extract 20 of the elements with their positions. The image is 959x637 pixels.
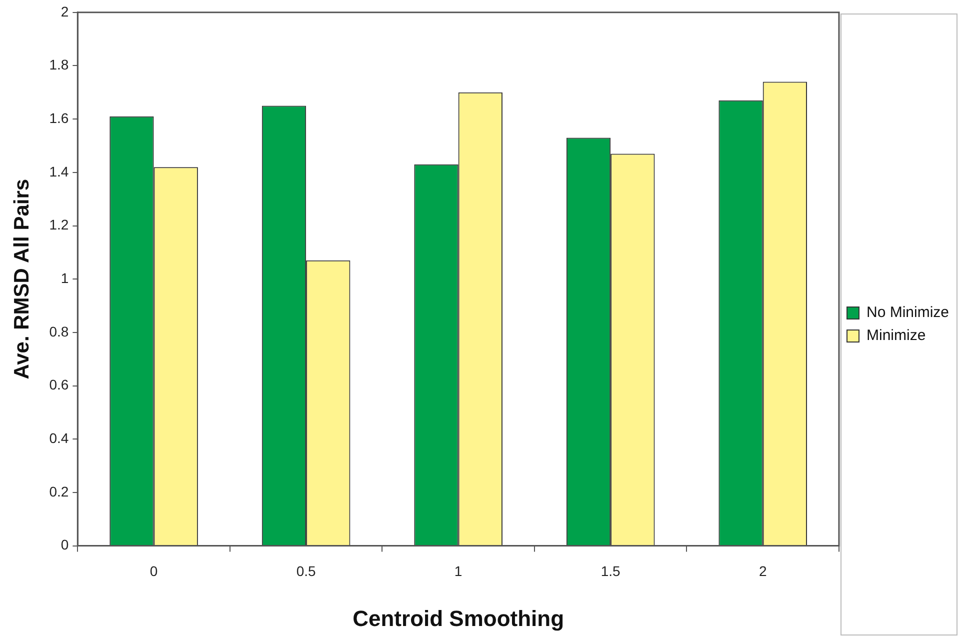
x-tick-label: 1: [454, 563, 462, 580]
y-tick-label: 0.6: [49, 376, 69, 393]
y-tick-label: 1.2: [49, 216, 69, 233]
legend-label: No Minimize: [866, 304, 949, 322]
y-tick-label: 0: [60, 536, 69, 553]
y-tick-label: 1: [60, 270, 69, 286]
x-tick-label: 2: [758, 563, 767, 580]
y-tick-label: 2: [60, 3, 69, 20]
y-tick-label: 0.8: [49, 323, 69, 340]
x-tick-label: 0.5: [296, 563, 316, 580]
legend-label: Minimize: [866, 327, 926, 344]
y-tick-label: 1.6: [49, 110, 69, 126]
x-tick-label: 1.5: [600, 563, 621, 580]
x-axis-title: Centroid Smoothing: [352, 606, 564, 631]
y-tick-label: 0.2: [49, 483, 69, 500]
y-tick-label: 1.4: [49, 163, 69, 180]
y-tick-label: 1.8: [49, 56, 69, 73]
x-tick-label: 0: [150, 563, 158, 580]
y-tick-label: 0.4: [49, 430, 69, 446]
y-axis-title: Ave. RMSD All Pairs: [10, 178, 34, 380]
